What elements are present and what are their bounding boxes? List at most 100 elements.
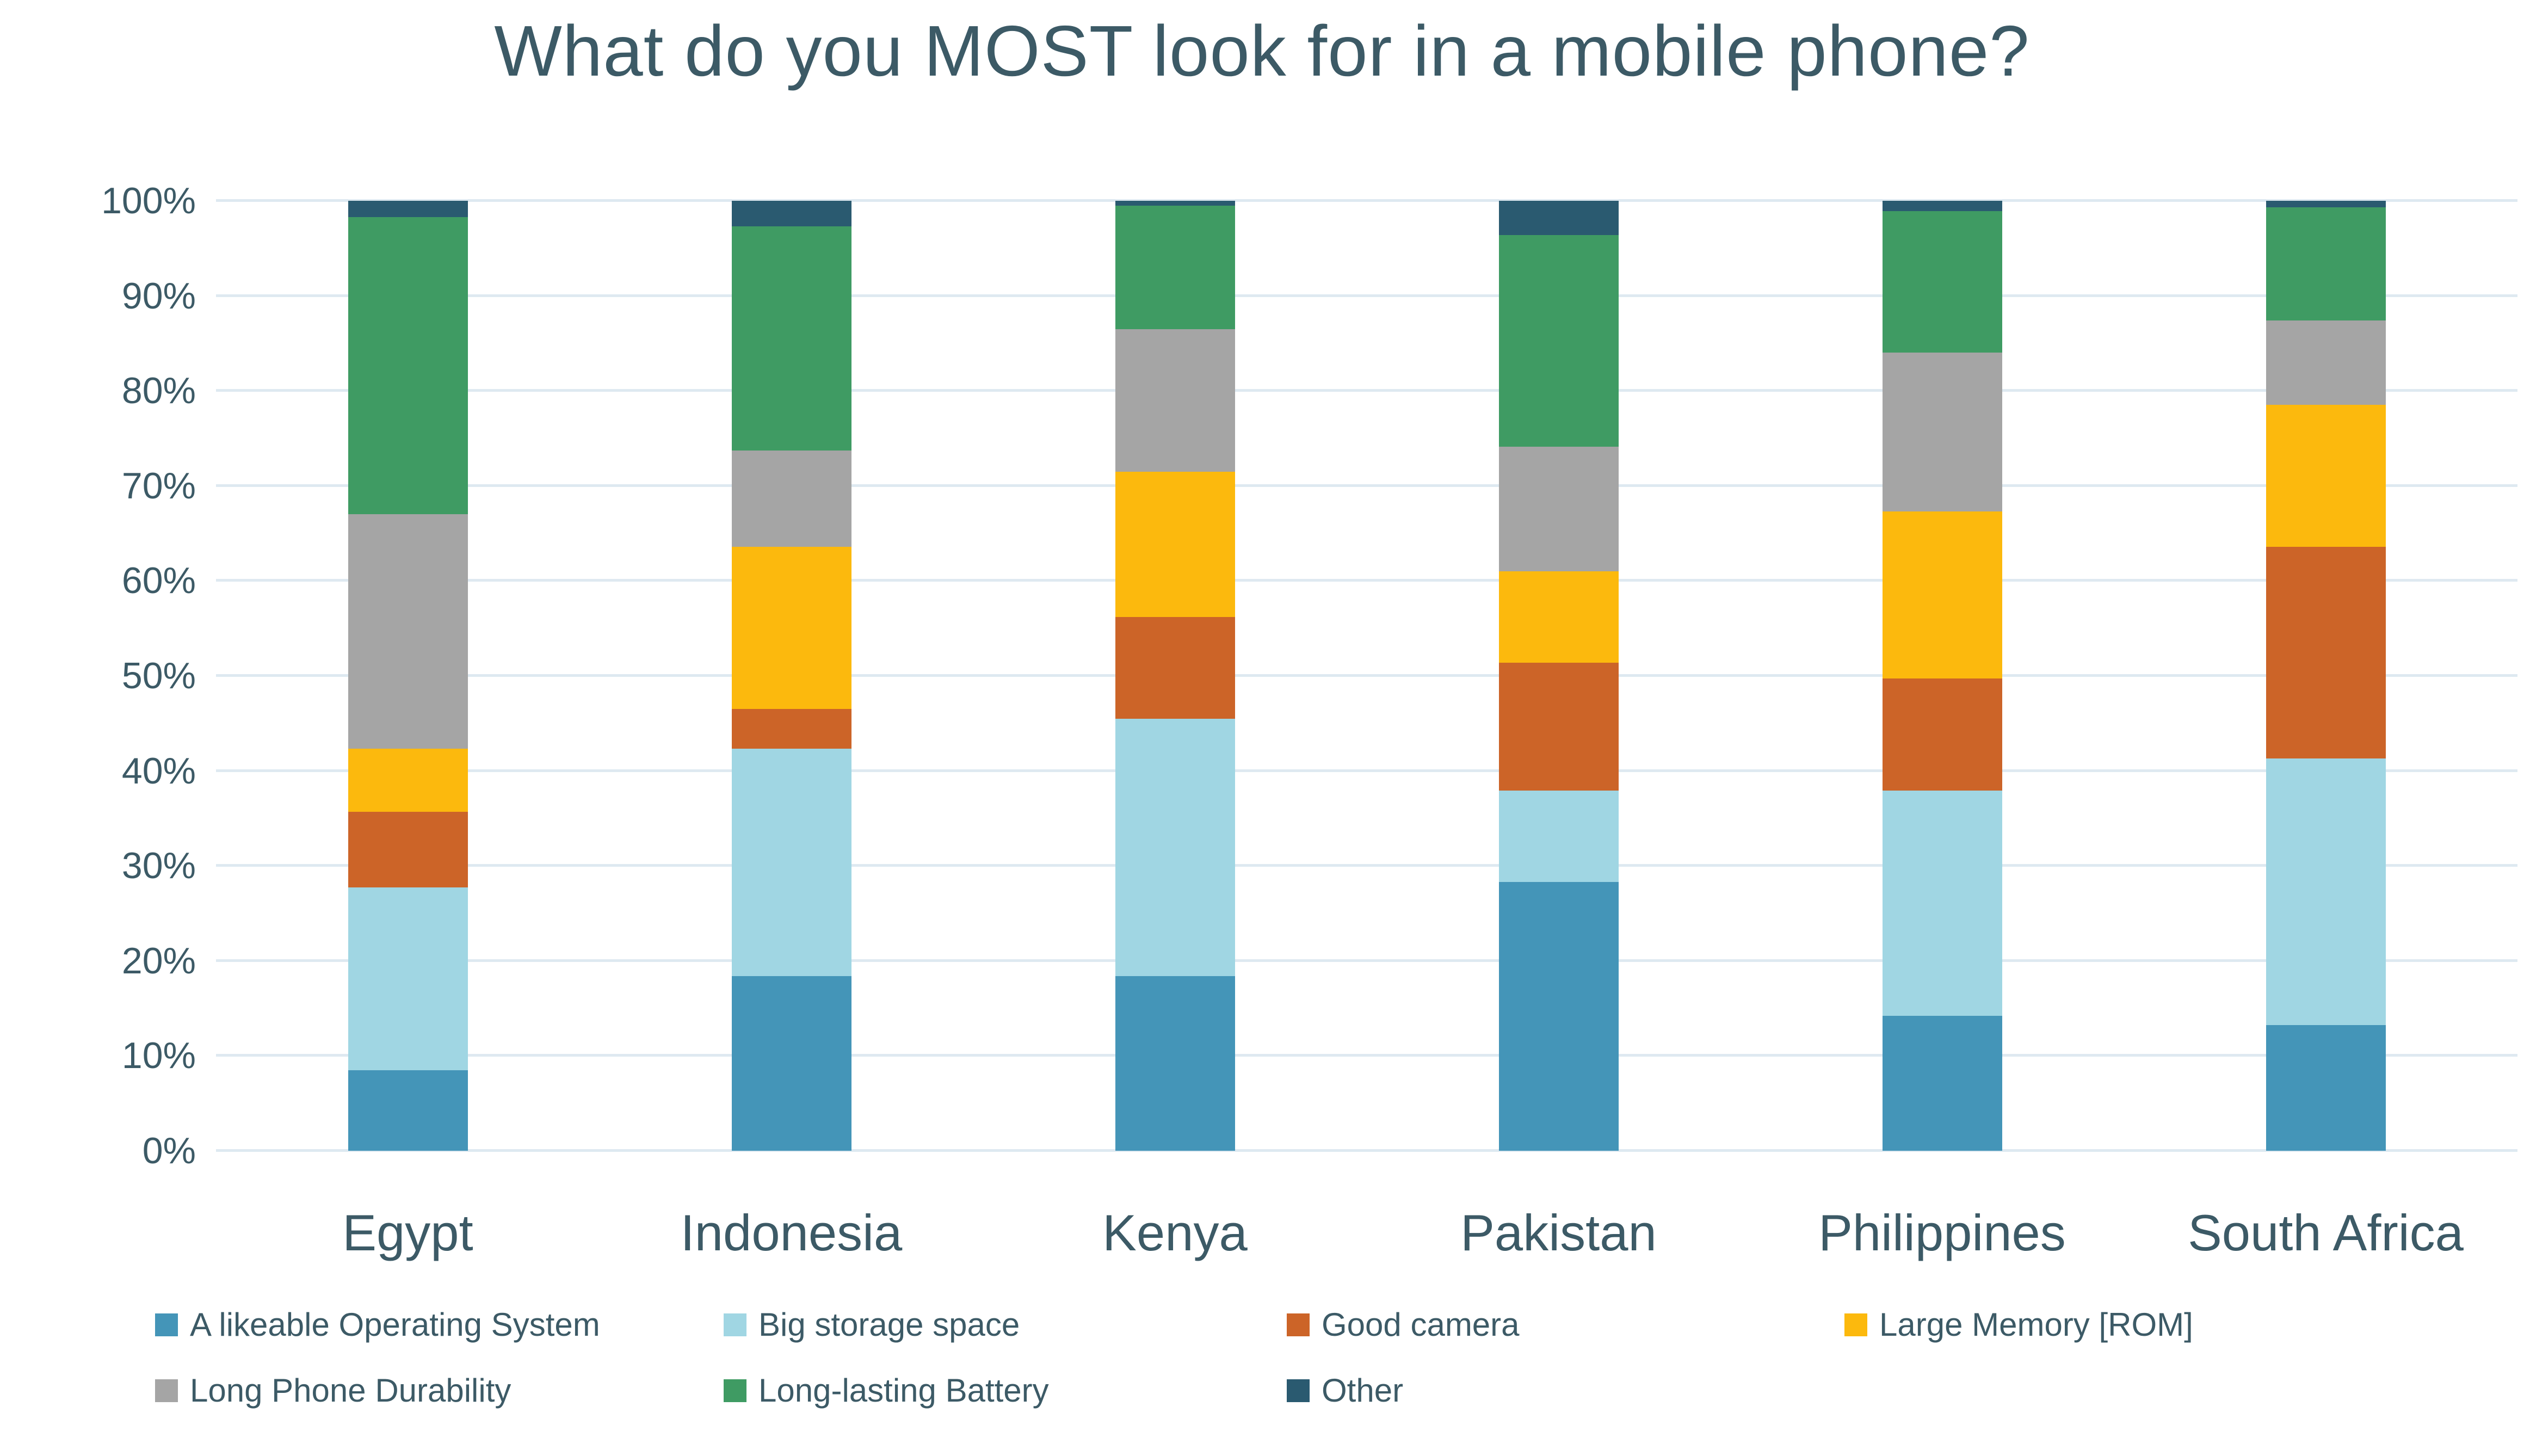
x-axis-category-label-pakistan: Pakistan [1460,1204,1657,1261]
bar-segment-other [1498,201,1619,235]
bar-segment-long-phone-durability [1882,353,2002,511]
legend-label: Long-lasting Battery [758,1372,1049,1409]
bar-segment-large-memory-rom- [1115,471,1235,617]
gridline-40% [216,769,2517,772]
bar-segment-big-storage-space [1882,791,2002,1016]
bar-segment-large-memory-rom- [348,749,468,812]
bar-segment-long-lasting-battery [1882,211,2002,353]
legend-label: Large Memory [ROM] [1879,1306,2193,1343]
bar-segment-good-camera [1115,616,1235,719]
legend-label: Good camera [1322,1306,1520,1343]
bar-pakistan [1498,201,1619,1151]
legend-item-other: Other [1287,1372,1844,1409]
bar-segment-long-phone-durability [1498,447,1619,571]
x-axis-category-label-south-africa: South Africa [2188,1204,2464,1261]
bar-segment-a-likeable-operating-system [1115,976,1235,1151]
legend-swatch-icon [155,1313,178,1336]
legend-swatch-icon [1287,1379,1310,1402]
gridline-100% [216,199,2517,202]
bar-segment-big-storage-space [2266,758,2386,1026]
legend-label: A likeable Operating System [190,1306,600,1343]
y-axis-tick-label: 90% [121,275,196,317]
x-axis-category-label-philippines: Philippines [1818,1204,2066,1261]
y-axis-tick-label: 70% [121,465,196,507]
category-slot-indonesia [600,201,983,1151]
x-axis-category-label-indonesia: Indonesia [680,1204,903,1261]
plot-area [216,199,2517,1152]
bar-segment-other [2266,201,2386,208]
y-axis-tick-label: 40% [121,750,196,792]
legend-swatch-icon [155,1379,178,1402]
category-slot-south-africa [2134,201,2517,1151]
x-axis-category-label-kenya: Kenya [1102,1204,1248,1261]
category-slot-egypt [216,201,600,1151]
bar-segment-other [348,201,468,217]
y-axis-tick-label: 30% [121,845,196,887]
bar-segment-a-likeable-operating-system [1498,881,1619,1151]
bar-segment-good-camera [2266,546,2386,758]
bar-segment-good-camera [731,709,851,749]
legend-label: Other [1322,1372,1404,1409]
bar-egypt [348,201,468,1151]
bar-segment-big-storage-space [348,887,468,1070]
legend-item-large-memory-rom-: Large Memory [ROM] [1844,1306,2193,1343]
x-axis-category-label-egypt: Egypt [342,1204,473,1261]
legend-label: Long Phone Durability [190,1372,511,1409]
bar-segment-a-likeable-operating-system [731,976,851,1151]
gridline-70% [216,484,2517,487]
gridline-0% [216,1149,2517,1152]
y-axis-tick-label: 20% [121,940,196,982]
legend: A likeable Operating System Big storage s… [155,1306,2193,1409]
bar-segment-a-likeable-operating-system [1882,1016,2002,1151]
bar-segment-good-camera [1498,662,1619,791]
category-slot-philippines [1750,201,2134,1151]
bar-segment-large-memory-rom- [1882,511,2002,679]
bar-segment-large-memory-rom- [2266,405,2386,547]
bar-segment-other [1882,201,2002,212]
legend-swatch-icon [724,1313,746,1336]
gridline-90% [216,294,2517,297]
legend-swatch-icon [1287,1313,1310,1336]
bar-segment-long-phone-durability [348,514,468,749]
bar-segment-long-lasting-battery [348,217,468,515]
bar-segment-a-likeable-operating-system [2266,1025,2386,1151]
legend-swatch-icon [1844,1313,1867,1336]
bar-segment-long-lasting-battery [1498,235,1619,447]
y-axis-tick-label: 0% [142,1130,196,1171]
legend-item-long-lasting-battery: Long-lasting Battery [724,1372,1287,1409]
bar-segment-big-storage-space [1115,718,1235,976]
bar-segment-other [731,201,851,227]
gridline-10% [216,1054,2517,1057]
y-axis-tick-label: 60% [121,560,196,602]
bar-segment-long-phone-durability [2266,320,2386,405]
legend-swatch-icon [724,1379,746,1402]
bar-segment-long-phone-durability [1115,329,1235,472]
gridline-30% [216,864,2517,867]
bar-segment-large-memory-rom- [731,546,851,710]
legend-item-good-camera: Good camera [1287,1306,1844,1343]
bar-segment-other [1115,201,1235,206]
y-axis-tick-label: 50% [121,655,196,696]
bar-south-africa [2266,201,2386,1151]
bar-segment-good-camera [1882,678,2002,791]
gridline-20% [216,959,2517,962]
bar-philippines [1882,201,2002,1151]
category-slot-kenya [983,201,1367,1151]
bar-segment-a-likeable-operating-system [348,1070,468,1151]
bar-indonesia [731,201,851,1151]
bar-segment-big-storage-space [1498,791,1619,882]
bar-segment-large-memory-rom- [1498,571,1619,663]
bar-segment-long-lasting-battery [2266,207,2386,320]
legend-label: Big storage space [758,1306,1020,1343]
gridline-60% [216,579,2517,582]
category-slot-pakistan [1367,201,1750,1151]
gridline-80% [216,389,2517,392]
bar-kenya [1115,201,1235,1151]
bar-segment-long-lasting-battery [1115,205,1235,329]
y-axis-tick-label: 10% [121,1035,196,1077]
y-axis-tick-label: 100% [101,180,196,221]
legend-item-long-phone-durability: Long Phone Durability [155,1372,724,1409]
bar-segment-long-lasting-battery [731,226,851,451]
bar-segment-good-camera [348,811,468,888]
